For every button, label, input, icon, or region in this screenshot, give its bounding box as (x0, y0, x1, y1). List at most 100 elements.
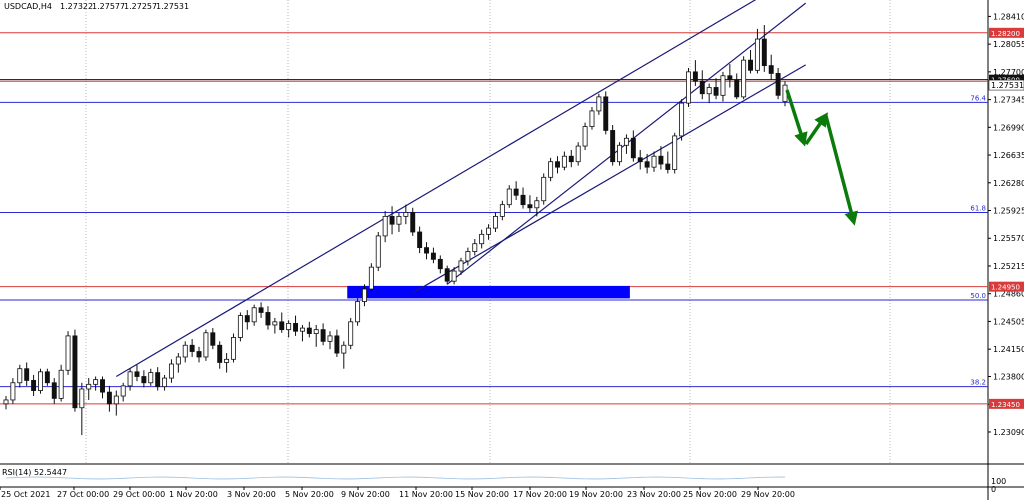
candle-bearish (44, 371, 50, 384)
ohlc-low: 1.27257 (124, 2, 157, 11)
time-tick-label: 29 Nov 20:00 (741, 490, 795, 499)
price-tick-label: 1.26635 (993, 151, 1024, 160)
price-level-value: 1.23450 (991, 401, 1020, 409)
candle-bullish (679, 102, 685, 137)
candle-bullish (561, 155, 567, 168)
candle-bullish (168, 363, 174, 379)
rsi-indicator-label: RSI(14) 52.5447 (2, 468, 67, 477)
candle-bearish (713, 87, 719, 96)
arrow-down-2 (824, 115, 858, 226)
current-price-box (988, 79, 1024, 91)
candle-bearish (417, 231, 423, 249)
candle-bullish (341, 344, 347, 354)
candle-bearish (637, 157, 643, 163)
candle-bearish (410, 212, 416, 233)
candle-bearish (699, 80, 705, 95)
candle-bullish (286, 322, 292, 331)
candle-bearish (768, 65, 774, 74)
candle-bearish (761, 38, 767, 67)
candle-bullish (237, 315, 243, 338)
candle-bullish (582, 126, 588, 147)
current-price-value: 1.27531 (991, 81, 1024, 90)
time-tick-label: 25 Oct 2021 (1, 490, 50, 499)
arrow-up (804, 112, 828, 145)
time-tick-label: 29 Oct 00:00 (113, 490, 165, 499)
time-tick-label: 17 Nov 20:00 (513, 490, 567, 499)
price-tick-label: 1.25925 (993, 207, 1024, 216)
candle-bullish (299, 327, 305, 332)
candle-bullish (534, 200, 540, 209)
candle-bullish (113, 395, 119, 405)
candle-bearish (568, 155, 574, 163)
candle-bearish (748, 59, 753, 71)
candle-bearish (389, 215, 395, 225)
price-tick-label: 1.26280 (993, 179, 1024, 188)
candle-bearish (527, 204, 533, 209)
price-tick-label: 1.23800 (993, 373, 1024, 382)
candle-bearish (665, 163, 671, 170)
candle-bullish (651, 155, 657, 168)
candle-bearish (775, 73, 781, 96)
candle-bearish (258, 307, 264, 313)
time-tick-label: 23 Nov 20:00 (627, 490, 681, 499)
candle-bullish (686, 71, 691, 104)
arrow-down-1 (785, 89, 808, 147)
candle-bearish (444, 268, 450, 282)
candle-bullish (224, 358, 230, 363)
candle-bearish (555, 161, 560, 168)
candle-bearish (727, 75, 733, 81)
candle-bullish (86, 383, 92, 390)
candle-bullish (38, 371, 43, 391)
candle-bullish (499, 204, 505, 217)
candle-bearish (513, 188, 519, 196)
fib-level-label: 61.8 (970, 204, 986, 212)
price-tick-label: 1.23090 (993, 428, 1024, 437)
candle-bearish (51, 382, 57, 399)
price-level-box (989, 281, 1024, 292)
candle-bullish (231, 337, 236, 360)
candle-bullish (10, 382, 16, 401)
candle-bullish (355, 301, 361, 323)
time-tick-label: 9 Nov 20:00 (341, 490, 390, 499)
time-tick-label: 11 Nov 20:00 (399, 490, 453, 499)
support-zone-group (347, 285, 630, 299)
channel-upper-line (115, 0, 757, 378)
candle-bullish (3, 399, 9, 405)
candle-bullish (486, 227, 492, 235)
candle-bullish (458, 260, 464, 272)
time-tick-label: 1 Nov 20:00 (169, 490, 218, 499)
candle-bullish (375, 235, 381, 268)
time-tick-label: 27 Oct 00:00 (57, 490, 109, 499)
candle-bullish (93, 379, 99, 385)
candle-bullish (65, 335, 71, 371)
fib-level-label: 76.4 (970, 94, 986, 102)
candle-bearish (196, 351, 202, 358)
ohlc-open: 1.27322 (60, 2, 93, 11)
candle-bullish (175, 356, 181, 365)
candle-bullish (368, 266, 374, 290)
candle-bearish (155, 372, 161, 388)
rsi-line (5, 476, 786, 480)
candle-bearish (424, 247, 429, 254)
candle-bearish (217, 344, 223, 363)
candle-bearish (134, 371, 140, 377)
candles (3, 24, 788, 436)
rsi-scale-top: 100 (991, 477, 1006, 486)
candle-bullish (182, 344, 188, 358)
price-tick-label: 1.25570 (993, 234, 1024, 243)
candle-bullish (272, 321, 278, 326)
candle-bullish (362, 288, 367, 302)
candle-bearish (644, 161, 650, 168)
candle-bearish (189, 344, 195, 352)
candle-bearish (279, 321, 285, 331)
candle-bullish (589, 110, 595, 127)
price-tick-label: 1.27345 (993, 96, 1024, 105)
candle-bullish (617, 144, 623, 163)
candle-bullish (575, 145, 581, 163)
price-tick-label: 1.26990 (993, 123, 1024, 132)
candle-bullish (251, 307, 257, 323)
support-zone (347, 285, 630, 299)
